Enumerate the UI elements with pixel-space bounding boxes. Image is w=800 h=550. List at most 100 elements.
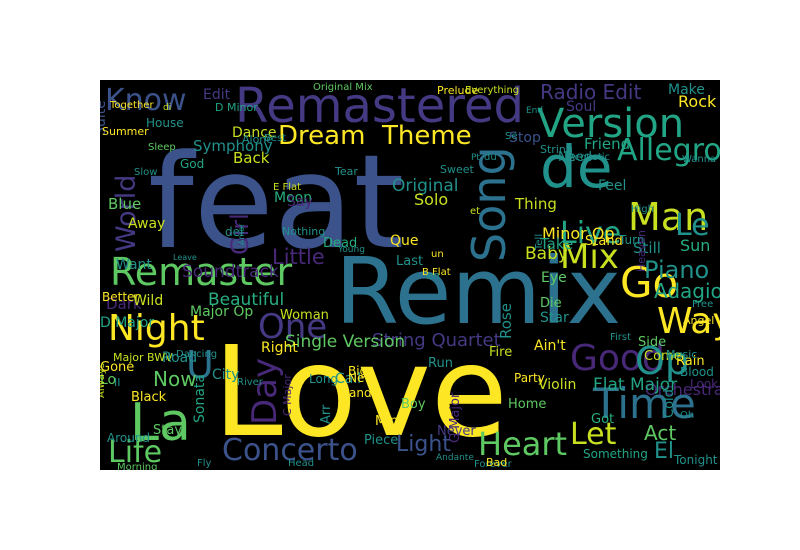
word-slow: Slow (134, 167, 157, 178)
word-angel: Angel (683, 314, 714, 327)
word-rock: Rock (678, 92, 717, 111)
word-soundtrack: Soundtrack (182, 262, 279, 282)
word-version: Version (537, 101, 684, 147)
word-time: Time (592, 379, 696, 428)
word-need: Need (558, 150, 592, 165)
word-around: Around (107, 431, 150, 445)
word-away: Away (128, 216, 165, 232)
word-dancing: Dancing (176, 349, 217, 360)
word-radio-edit: Radio Edit (540, 80, 641, 104)
word-lo: Lo (100, 372, 116, 388)
word-adagio: Adagio (654, 279, 720, 303)
word-dance: Dance (232, 125, 277, 141)
word-something: Something (583, 447, 648, 461)
word-e-flat: E Flat (273, 182, 301, 193)
word-sun: Sun (680, 236, 710, 255)
word-act: Act (644, 421, 676, 445)
word-best: Best (264, 133, 286, 144)
word-never: Never (437, 424, 476, 439)
word-song: Song (462, 146, 516, 262)
word-blue: Blue (108, 195, 141, 213)
word-iii: III (165, 352, 174, 363)
word-always: Always (100, 363, 107, 398)
word-feel: Feel (598, 178, 626, 194)
word-live: Live (560, 216, 621, 251)
word-pt: Pt (471, 153, 480, 163)
word-got: Got (591, 412, 614, 427)
word-god: God (180, 157, 204, 171)
word-turn: Turn (618, 233, 644, 247)
word-stop: Stop (509, 130, 541, 146)
word-flat-major: Flat Major (593, 375, 677, 395)
word-bad: Bad (486, 456, 507, 469)
word-ii: II (114, 376, 121, 389)
word-feat: feat (148, 126, 404, 278)
word-black: Black (131, 390, 167, 405)
word-river: River (237, 377, 264, 388)
word-le: Le (675, 208, 710, 243)
word-string: String (540, 143, 573, 156)
word-un: un (431, 249, 444, 260)
word-take: Take (539, 235, 573, 253)
word-minor-op: Minor Op (542, 224, 615, 243)
word-go: Go (620, 258, 678, 307)
word-world: World (111, 175, 142, 252)
word-sweet: Sweet (440, 163, 475, 176)
word-allegro: Allegro (617, 133, 720, 168)
word-sleep: Sleep (148, 142, 176, 153)
word-tell: Tell (534, 234, 545, 251)
word-theme: Theme (381, 121, 472, 151)
word-violin: Violin (538, 377, 576, 393)
word-light: Light (396, 432, 451, 457)
word-baby: Baby (525, 244, 568, 264)
word-make: Make (668, 82, 705, 98)
word-et: et (470, 206, 480, 217)
word-let: Let (570, 417, 617, 452)
word-cold: Cold (662, 389, 677, 418)
word-original-mix: Original Mix (313, 82, 373, 93)
word-still: Still (633, 239, 661, 257)
word-d-minor: D Minor (215, 101, 258, 114)
word-concerto: Concerto (222, 433, 358, 468)
word-together: Together (109, 100, 154, 111)
word-rose: Rose (497, 303, 515, 339)
word-night: Night (108, 308, 205, 349)
word-la: La (130, 393, 191, 453)
word-heaven: Heaven (635, 230, 648, 272)
word-leave: Leave (173, 253, 197, 262)
word-de: de (540, 133, 613, 201)
word-que: Que (390, 233, 419, 249)
word-city: City (212, 367, 239, 383)
word-head: Head (288, 458, 314, 469)
word-call: Call (335, 371, 361, 387)
word-en: en (426, 269, 440, 282)
word-high: High (631, 204, 654, 215)
word-andante: Andante (436, 453, 474, 463)
word-little: Little (272, 245, 325, 269)
word-arr: Arr (319, 404, 334, 424)
word-remaster: Remaster (110, 250, 292, 294)
word-blood: Blood (680, 365, 714, 379)
word-symphony: Symphony (193, 137, 273, 155)
word-back: Back (233, 149, 270, 167)
word-big: Big (348, 364, 367, 378)
word-life: Life (108, 435, 162, 470)
word-major-bwv: Major BWV (113, 351, 173, 364)
word-cloud: feat Love Remix Remastered de Version Remaster… (100, 80, 720, 470)
word-dark: Dark (106, 295, 142, 313)
word-good: Good (570, 338, 665, 379)
word-remastered: Remastered (235, 80, 524, 134)
word-edit: Edit (203, 87, 231, 103)
word-love: Love (213, 320, 508, 465)
word-single-version: Single Version (285, 332, 405, 352)
word-rain: Rain (676, 354, 705, 369)
word-man: Man (628, 195, 708, 239)
word-d-major: D Major (100, 315, 154, 331)
word-mind: Mind (375, 414, 406, 429)
word-piece: Piece (364, 433, 398, 448)
word-c-major: C Major (281, 374, 294, 416)
word-op: Op (635, 339, 689, 383)
word-tear: Tear (334, 165, 358, 178)
